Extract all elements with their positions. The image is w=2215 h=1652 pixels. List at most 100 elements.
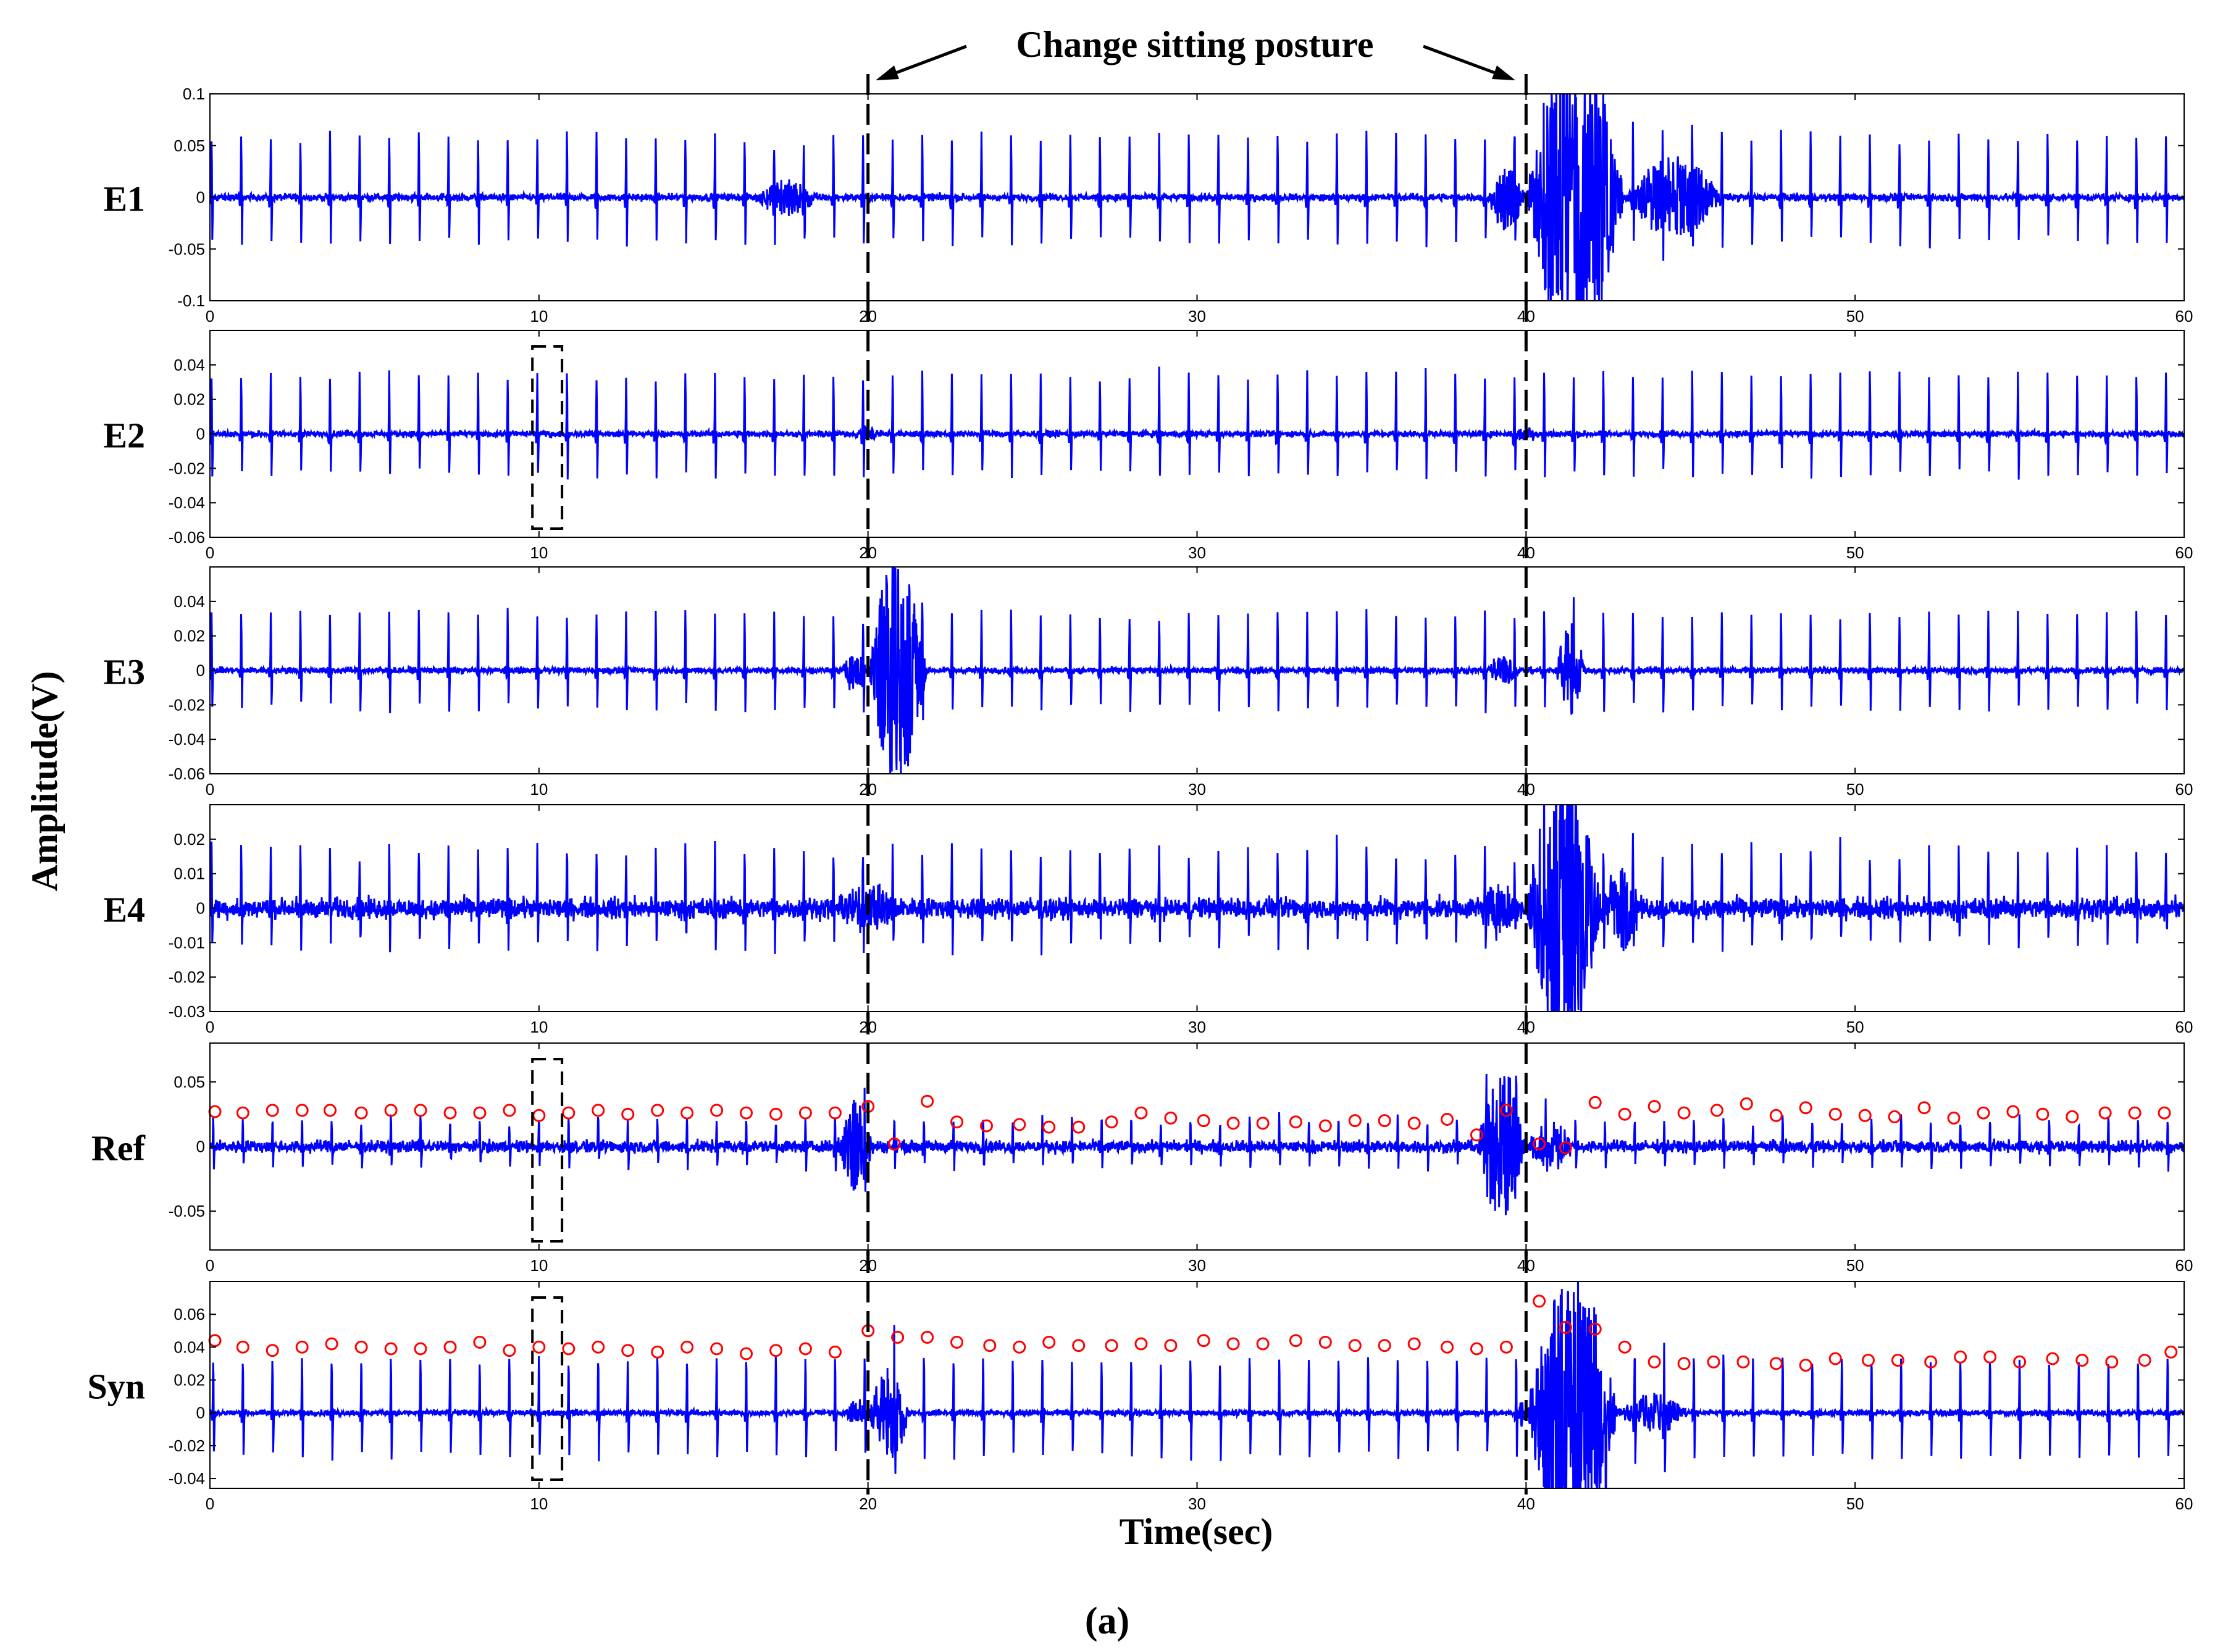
xtick-label-syn-50: 50 [1846, 1495, 1864, 1513]
peak-marker-ref-23 [887, 1137, 901, 1151]
panel-label-e4: E4 [103, 890, 145, 930]
xtick-label-e1-10: 10 [530, 307, 548, 325]
peak-marker-syn-54 [1828, 1352, 1842, 1365]
peak-marker-ref-43 [1499, 1104, 1513, 1117]
peak-marker-ref-38 [1348, 1114, 1362, 1128]
peak-marker-ref-10 [503, 1104, 516, 1117]
xtick-label-syn-40: 40 [1517, 1495, 1535, 1513]
peak-marker-ref-29 [1072, 1120, 1086, 1134]
peak-marker-ref-34 [1226, 1117, 1240, 1130]
xtick-label-syn-30: 30 [1188, 1495, 1206, 1513]
peak-marker-syn-8 [443, 1340, 457, 1354]
xtick-label-e1-60: 60 [2175, 307, 2193, 325]
peak-marker-ref-49 [1677, 1106, 1691, 1120]
peak-marker-ref-56 [1888, 1110, 1901, 1123]
xtick-label-e2-10: 10 [530, 543, 548, 562]
xtick-label-ref-60: 60 [2175, 1256, 2193, 1275]
peak-marker-ref-62 [2066, 1110, 2079, 1123]
peak-marker-ref-8 [443, 1106, 457, 1120]
panel-label-syn: Syn [87, 1367, 145, 1407]
peak-marker-syn-12 [562, 1342, 576, 1356]
peak-marker-syn-41 [1441, 1340, 1454, 1354]
peak-marker-syn-44 [1533, 1294, 1546, 1308]
peak-marker-syn-10 [503, 1344, 516, 1357]
peak-marker-ref-19 [769, 1107, 782, 1121]
xtick-label-e1-30: 30 [1188, 307, 1206, 325]
peak-marker-syn-43 [1499, 1340, 1513, 1354]
series-line-e4 [210, 805, 2184, 1012]
series-line-syn [210, 1281, 2184, 1488]
peak-marker-syn-21 [828, 1345, 842, 1359]
series-line-e1 [210, 94, 2184, 301]
ytick-label-e3-m0p06: -0.06 [169, 765, 205, 783]
peak-marker-ref-18 [740, 1106, 753, 1120]
peak-marker-ref-61 [2036, 1107, 2050, 1121]
annotation-arrow-left [884, 44, 967, 79]
ytick-label-e3-0p04: 0.04 [174, 592, 205, 611]
peak-marker-syn-6 [384, 1342, 398, 1356]
peak-marker-syn-24 [921, 1330, 934, 1344]
peak-marker-syn-26 [983, 1339, 997, 1352]
xtick-label-ref-0: 0 [206, 1256, 214, 1275]
peak-marker-ref-14 [621, 1107, 635, 1121]
peak-marker-ref-17 [710, 1104, 724, 1117]
peak-marker-ref-32 [1164, 1111, 1178, 1125]
peak-marker-syn-34 [1226, 1337, 1240, 1351]
peak-marker-syn-37 [1318, 1335, 1332, 1349]
peak-marker-ref-64 [2128, 1106, 2142, 1120]
ytick-label-e3-0: 0 [196, 661, 205, 680]
peak-marker-syn-17 [710, 1342, 724, 1356]
ytick-label-e3-m0p04: -0.04 [169, 730, 205, 748]
x-axis-label: Time(sec) [1120, 1511, 1273, 1552]
peak-marker-syn-9 [473, 1335, 487, 1349]
peak-marker-ref-59 [1977, 1106, 1990, 1120]
peak-marker-syn-51 [1736, 1355, 1750, 1369]
peak-marker-syn-45 [1559, 1320, 1572, 1334]
peak-marker-ref-20 [798, 1106, 812, 1120]
peak-marker-ref-51 [1740, 1097, 1753, 1110]
peak-marker-ref-9 [473, 1106, 487, 1120]
peak-marker-ref-31 [1134, 1106, 1148, 1120]
panel-syn: Syn 0 10 20 30 40 50 60 -0.04 -0.02 0 0.02 0.04 0.06 [87, 1281, 2193, 1513]
peak-marker-ref-24 [921, 1094, 934, 1108]
peak-marker-syn-46 [1588, 1322, 1602, 1336]
peak-marker-syn-20 [798, 1342, 812, 1356]
peak-marker-syn-27 [1013, 1340, 1026, 1354]
peak-marker-syn-55 [1862, 1354, 1875, 1367]
ytick-label-e2-0p02: 0.02 [174, 390, 205, 409]
xtick-label-syn-10: 10 [530, 1495, 548, 1513]
peak-marker-syn-42 [1470, 1342, 1483, 1356]
peak-marker-ref-48 [1648, 1100, 1661, 1113]
ytick-label-e3-m0p02: -0.02 [169, 695, 205, 714]
peak-marker-ref-55 [1858, 1109, 1872, 1122]
peak-marker-syn-2 [266, 1344, 279, 1357]
peak-marker-syn-32 [1164, 1339, 1178, 1352]
peak-marker-ref-44 [1533, 1137, 1546, 1151]
peak-marker-syn-40 [1407, 1337, 1421, 1351]
ytick-label-syn-0p04: 0.04 [174, 1338, 205, 1356]
series-line-e2 [210, 366, 2184, 480]
xtick-label-e3-30: 30 [1188, 780, 1206, 799]
peak-marker-ref-41 [1441, 1113, 1454, 1126]
xtick-label-syn-60: 60 [2175, 1495, 2193, 1513]
peak-marker-syn-16 [680, 1340, 694, 1354]
peak-marker-syn-62 [2075, 1354, 2089, 1367]
ytick-label-syn-m0p02: -0.02 [169, 1436, 205, 1455]
peak-marker-syn-60 [2013, 1355, 2027, 1369]
peak-marker-ref-63 [2098, 1106, 2112, 1120]
peak-marker-syn-48 [1648, 1355, 1661, 1369]
ytick-label-e2-m0p04: -0.04 [169, 493, 205, 512]
annotation-arrowhead-left [876, 65, 899, 80]
peak-marker-syn-11 [532, 1340, 546, 1354]
peak-marker-ref-26 [980, 1119, 993, 1133]
annotation-text: Change sitting posture [1016, 24, 1374, 65]
xtick-label-e2-50: 50 [1846, 543, 1864, 562]
ytick-label-e4-0p01: 0.01 [174, 865, 205, 883]
ytick-label-e1-m0p1: -0.1 [177, 291, 205, 310]
ytick-label-syn-m0p04: -0.04 [169, 1469, 205, 1488]
y-axis-label: Amplitude(V) [24, 671, 65, 892]
panel-label-e1: E1 [103, 179, 145, 219]
